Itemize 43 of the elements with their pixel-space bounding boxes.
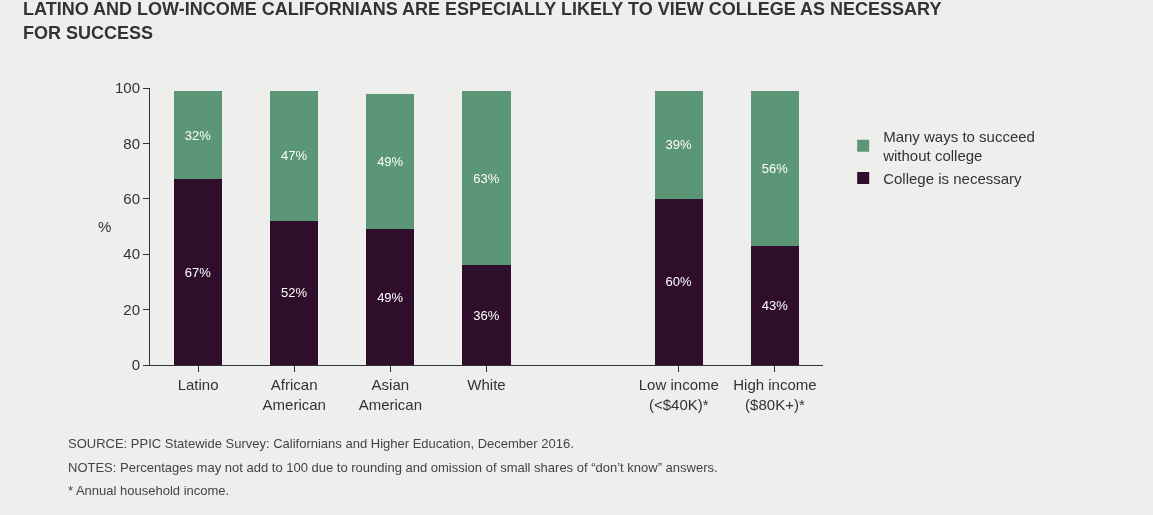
x-tick-label: Asian American [358,376,423,413]
data-label: 49% [377,289,404,305]
bar [462,265,511,365]
data-label: 32% [184,127,212,143]
y-tick-label: 100 [114,79,140,97]
data-label: 52% [280,285,308,301]
x-tick-label: White [467,376,506,393]
data-label: 36% [473,307,500,323]
legend-label: College is necessary [883,169,1023,187]
data-label: 49% [377,153,404,169]
bar [174,179,223,365]
bar [270,90,319,221]
bar [270,220,319,365]
y-tick-label: 20 [123,300,140,318]
chart-title: LATINO AND LOW-INCOME CALIFORNIANS ARE ESPECIALLY LIKELY TO VIEW COLLEGE AS NECESSARY FOR SUCCESS [23,0,942,43]
legend-label: Many ways to succeed without college [882,127,1035,165]
bar [366,93,415,230]
x-tick-label: High income ($80K+)* [733,376,817,413]
source-note: SOURCE: PPIC Statewide Survey: Californians and Higher Education, December 2016. [68,436,574,451]
data-label: 47% [280,148,308,164]
data-label: 56% [761,160,789,176]
bar [654,198,703,365]
data-label: 63% [473,170,500,186]
y-axis-title: % [98,218,112,235]
x-tick-label: Latino [177,376,219,393]
text: NOTES: Percentages may not add to 100 due to rounding and omission of small shares of “don’t know” answers. [68,460,718,475]
bar [462,90,511,266]
bar [174,90,223,180]
data-label: 67% [184,264,212,280]
bar [750,245,799,365]
text: * Annual household income. [68,483,230,498]
data-label: 43% [761,297,789,313]
y-tick-label: 40 [123,245,140,263]
y-tick-label: 0 [131,356,140,374]
bar [366,229,415,365]
y-tick-label: 60 [123,190,140,208]
data-label: 39% [665,137,693,153]
x-tick-label: African American [262,376,326,413]
bar [654,90,703,199]
y-tick-label: 80 [123,134,140,152]
bar [750,90,799,246]
data-label: 60% [665,274,693,290]
x-tick-label: Low income (<$40K)* [638,376,719,413]
